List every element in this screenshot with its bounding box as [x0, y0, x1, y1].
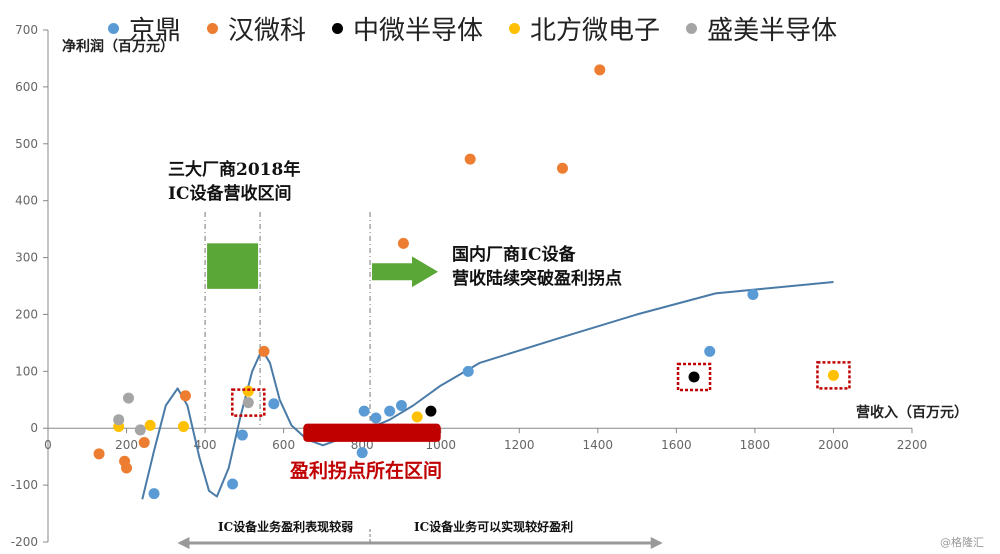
guide-lines	[204, 212, 371, 429]
inflection-bar	[303, 423, 441, 442]
y-tick-label: 100	[15, 364, 38, 378]
legend-label: 京鼎	[129, 16, 182, 46]
data-point	[258, 345, 270, 357]
y-tick-label: 300	[15, 251, 38, 265]
y-tick-label: -200	[11, 535, 38, 549]
data-points	[93, 64, 839, 500]
data-point	[242, 385, 254, 397]
annotation-shapes	[177, 243, 851, 549]
x-axis-label: 营收入（百万元）	[856, 405, 968, 421]
data-point	[384, 405, 396, 417]
x-tick-label: 600	[272, 438, 295, 452]
data-point	[464, 153, 476, 165]
legend-label: 北方微电子	[530, 16, 661, 46]
data-point	[370, 412, 382, 424]
data-point	[148, 488, 160, 500]
data-point	[177, 421, 189, 433]
data-point	[425, 405, 437, 417]
y-tick-label: 200	[15, 307, 38, 321]
legend: 京鼎 汉微科 中微半导体 北方微电子 盛美半导体	[108, 10, 837, 47]
annotation-2018-range: 三大厂商2018年 IC设备营收区间	[168, 158, 300, 206]
data-point	[121, 462, 133, 474]
legend-marker	[509, 23, 521, 34]
legend-marker	[207, 23, 219, 34]
legend-label: 盛美半导体	[707, 16, 838, 46]
legend-label: 汉微科	[228, 16, 307, 46]
y-tick-label: -100	[11, 478, 38, 492]
data-point	[123, 392, 135, 404]
annotation-line: 三大厂商2018年	[168, 160, 301, 180]
data-point	[827, 369, 839, 381]
data-point	[144, 419, 156, 431]
bottom-arrow-left	[177, 537, 190, 549]
legend-item-jingding: 京鼎	[108, 10, 181, 47]
data-point	[688, 371, 700, 383]
highlight-box	[816, 361, 851, 390]
annotation-weak-zone: IC设备业务盈利表现较弱	[218, 520, 354, 534]
data-point	[227, 478, 239, 490]
legend-marker	[686, 23, 698, 34]
legend-item-hanweike: 汉微科	[207, 10, 306, 47]
green-block	[207, 243, 259, 289]
data-point	[179, 390, 191, 402]
x-tick-label: 0	[44, 438, 52, 452]
data-point	[556, 162, 568, 174]
data-point	[397, 237, 409, 249]
data-point	[358, 405, 370, 417]
annotation-breakthrough: 国内厂商IC设备 营收陆续突破盈利拐点	[452, 243, 622, 291]
data-point	[704, 345, 716, 357]
data-point	[411, 411, 423, 423]
legend-item-amec: 中微半导体	[332, 10, 483, 47]
watermark: @格隆汇	[940, 536, 984, 549]
y-tick-label: 600	[15, 80, 38, 94]
axes: 0 200 400 600 800 1000 1200 1400 1600 1800 2000 220…	[11, 23, 928, 549]
data-point	[134, 424, 146, 436]
data-point	[356, 447, 368, 459]
data-point	[268, 398, 280, 410]
x-tick-label: 200	[115, 438, 138, 452]
legend-label: 中微半导体	[353, 16, 484, 46]
annotation-line: IC设备营收区间	[168, 184, 292, 204]
annotation-line: 营收陆续突破盈利拐点	[452, 269, 622, 289]
x-tick-label: 400	[194, 438, 217, 452]
annotation-line: 国内厂商IC设备	[452, 245, 576, 265]
legend-item-nmc: 北方微电子	[509, 10, 660, 47]
y-tick-label: 400	[15, 194, 38, 208]
x-tick-label: 1600	[661, 438, 692, 452]
data-point	[113, 414, 125, 426]
data-point	[242, 397, 254, 409]
x-tick-label: 1800	[740, 438, 771, 452]
data-point	[594, 64, 606, 76]
x-tick-label: 1200	[504, 438, 535, 452]
bottom-arrow-right	[650, 537, 663, 549]
y-axis-label: 净利润（百万元）	[62, 39, 174, 55]
x-tick-label: 2200	[897, 438, 928, 452]
data-point	[747, 289, 759, 301]
highlight-box	[231, 388, 266, 417]
data-point	[93, 448, 105, 460]
green-arrow	[372, 256, 439, 288]
data-point	[462, 365, 474, 377]
legend-item-acm: 盛美半导体	[686, 10, 837, 47]
data-point	[138, 436, 150, 448]
legend-marker	[332, 23, 344, 34]
x-tick-label: 2000	[818, 438, 849, 452]
y-tick-label: 500	[15, 137, 38, 151]
y-tick-label: 0	[30, 421, 38, 435]
annotation-good-zone: IC设备业务可以实现较好盈利	[414, 520, 574, 534]
data-point	[236, 429, 248, 441]
annotation-inflection-zone: 盈利拐点所在区间	[290, 460, 443, 482]
highlight-box	[676, 362, 712, 392]
x-tick-label: 1400	[583, 438, 614, 452]
legend-marker	[108, 23, 119, 34]
y-tick-label: 700	[15, 23, 38, 37]
data-point	[395, 399, 407, 411]
